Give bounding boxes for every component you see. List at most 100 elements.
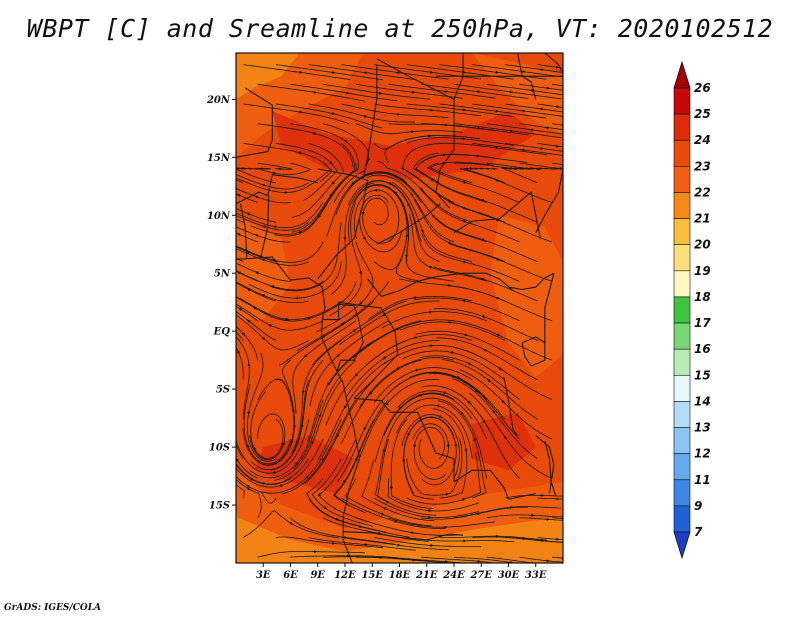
streamline	[257, 123, 354, 168]
streamline	[469, 392, 553, 479]
streamline-arrow	[231, 426, 232, 430]
streamline-arrow	[461, 498, 466, 502]
colorbar-swatch	[673, 113, 691, 141]
streamline	[335, 172, 422, 216]
colorbar-label: 11	[694, 473, 711, 487]
border-line	[236, 87, 273, 158]
colorbar-swatch	[673, 166, 691, 193]
streamline	[366, 174, 455, 243]
streamline-arrow	[492, 409, 496, 415]
streamline-arrow	[358, 524, 363, 528]
streamline-arrow	[272, 225, 278, 229]
streamline-arrow	[463, 333, 468, 337]
streamline-arrow	[268, 324, 273, 328]
streamline	[437, 400, 487, 499]
streamline	[374, 64, 482, 80]
streamline	[374, 392, 455, 463]
streamline	[383, 393, 473, 436]
colorbar-swatch	[673, 270, 691, 298]
streamline	[248, 261, 342, 299]
streamline-arrow	[449, 351, 455, 355]
colorbar-label: 20	[694, 238, 711, 252]
streamline	[236, 331, 244, 341]
streamline-arrow	[343, 139, 348, 143]
streamline	[449, 201, 553, 243]
streamline-arrow	[442, 391, 447, 395]
streamline	[426, 162, 520, 203]
streamline	[341, 537, 449, 551]
streamline	[453, 506, 561, 519]
streamline-arrow	[272, 470, 277, 474]
streamline-arrow	[435, 404, 441, 408]
streamline-arrow	[254, 234, 260, 238]
streamline-arrow	[232, 257, 235, 258]
streamline-arrow	[246, 251, 251, 255]
streamline	[243, 64, 351, 81]
streamline-arrow	[318, 413, 322, 419]
streamline	[243, 103, 350, 125]
streamline	[250, 391, 284, 459]
streamline-arrow	[428, 265, 433, 269]
streamline	[236, 215, 309, 231]
streamline	[387, 478, 480, 512]
streamline-arrow	[362, 235, 366, 241]
streamline	[275, 103, 382, 129]
streamline	[309, 320, 389, 407]
x-tick-label: 33E	[525, 570, 547, 581]
streamline-arrow	[232, 178, 235, 179]
streamline-arrow	[303, 354, 308, 358]
streamline	[417, 416, 457, 486]
streamline	[408, 213, 487, 282]
streamline-arrow	[261, 336, 266, 341]
colorbar-swatch	[673, 348, 691, 376]
border-line	[521, 336, 546, 367]
streamline-arrow	[483, 348, 488, 352]
streamline	[236, 193, 258, 203]
streamline	[308, 64, 416, 80]
streamline	[308, 537, 416, 551]
streamline-arrow	[236, 458, 239, 463]
streamline	[236, 174, 309, 190]
streamline-arrow	[467, 362, 472, 366]
streamline	[274, 163, 357, 237]
streamline-arrow	[336, 353, 341, 358]
border-line	[323, 303, 364, 376]
colorbar-top-arrow	[673, 60, 691, 89]
streamline	[296, 281, 389, 352]
streamline	[369, 334, 473, 363]
streamline-arrow	[369, 390, 373, 395]
streamline	[381, 311, 487, 329]
streamline-arrow	[441, 161, 446, 165]
colorbar-label: 17	[694, 316, 711, 330]
streamline-arrow	[381, 313, 386, 317]
colorbar-label: 14	[694, 394, 711, 408]
streamline	[236, 463, 291, 485]
streamline	[429, 161, 494, 184]
streamline-arrow	[474, 389, 479, 393]
streamline	[355, 123, 463, 135]
streamline	[453, 346, 553, 400]
streamline	[537, 537, 563, 541]
streamline-arrow	[321, 334, 327, 338]
streamline-arrow	[318, 213, 322, 218]
streamline	[432, 408, 468, 499]
streamline-arrow	[246, 485, 251, 489]
colorbar-label: 13	[694, 421, 711, 435]
streamline	[258, 162, 312, 176]
streamline	[236, 303, 324, 331]
y-tick-label: 20N	[206, 95, 231, 106]
streamline-arrow	[382, 356, 387, 360]
streamline-arrow	[473, 437, 477, 443]
streamline	[250, 182, 342, 235]
streamline	[318, 438, 364, 521]
streamline	[442, 386, 520, 479]
streamline	[236, 248, 309, 266]
colorbar-swatch	[673, 322, 691, 350]
streamline-arrow	[558, 167, 563, 171]
streamline-arrow	[383, 506, 388, 510]
streamline-arrow	[395, 327, 400, 331]
streamline-arrow	[329, 192, 333, 198]
streamline	[439, 103, 547, 119]
streamline-arrow	[254, 195, 260, 199]
streamline-arrow	[300, 423, 304, 429]
